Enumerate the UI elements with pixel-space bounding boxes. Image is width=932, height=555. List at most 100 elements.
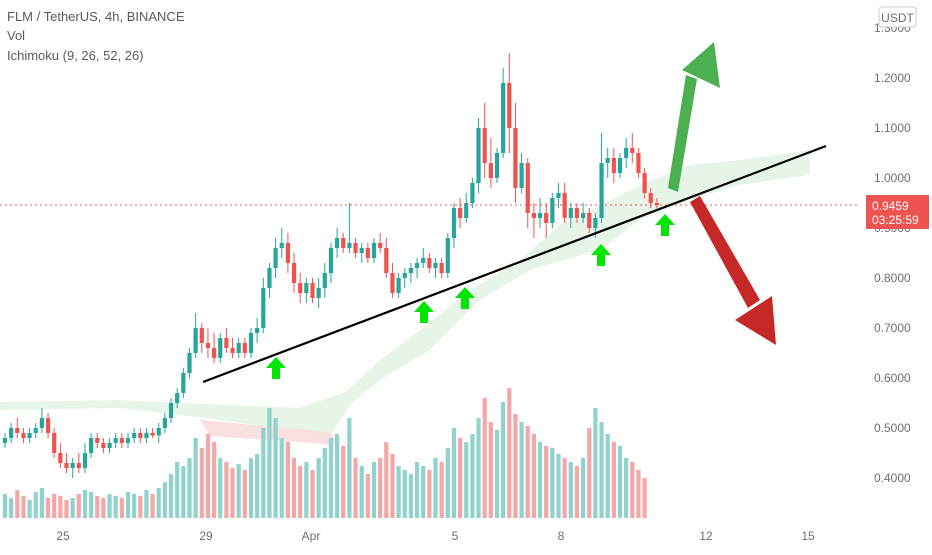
volume-bar	[224, 462, 229, 518]
candle-body	[236, 343, 241, 353]
volume-bar	[187, 458, 192, 518]
volume-bar	[236, 464, 241, 518]
down-arrow-icon[interactable]	[690, 196, 776, 345]
volume-bar	[45, 498, 51, 518]
volume-bar	[144, 490, 149, 518]
candle-body	[611, 158, 616, 173]
candle-body	[605, 158, 610, 163]
candle-body	[525, 163, 530, 213]
volume-bar	[402, 470, 407, 518]
time-tick-label: 12	[699, 529, 713, 543]
candle-body	[396, 278, 401, 293]
price-axis-bg	[860, 0, 932, 523]
volume-bar	[347, 418, 352, 518]
volume-bar	[291, 458, 297, 518]
candle-body	[205, 343, 211, 348]
volume-bar	[193, 438, 198, 518]
volume-bar	[525, 426, 530, 518]
candle-body	[291, 263, 297, 283]
volume-bar	[537, 442, 543, 518]
volume-bar	[341, 446, 346, 518]
support-marker-arrow-icon	[591, 244, 611, 266]
volume-bar	[9, 498, 14, 518]
candle-body	[630, 148, 635, 153]
volume-bar	[562, 458, 567, 518]
candle-body	[335, 238, 340, 248]
time-tick-label: 29	[199, 529, 213, 543]
candle-body	[365, 248, 370, 258]
support-trendline[interactable]	[202, 144, 827, 384]
candle-body	[2, 438, 8, 443]
volume-bar	[156, 488, 161, 518]
candle-body	[445, 238, 450, 273]
candle-body	[593, 218, 598, 228]
volume-bar	[322, 448, 327, 518]
volume-bar	[556, 454, 561, 518]
candle-body	[193, 328, 198, 353]
time-tick-label: 25	[56, 529, 70, 543]
volume-bar	[507, 388, 512, 518]
price-badge-countdown: 03:25:59	[872, 213, 919, 227]
volume-bar	[119, 498, 124, 518]
time-tick-label: Apr	[302, 529, 321, 543]
volume-bar	[199, 448, 204, 518]
currency-badge[interactable]: USDT	[878, 6, 917, 28]
volume-bar	[132, 494, 137, 518]
candle-body	[617, 158, 623, 173]
candle-body	[138, 433, 143, 438]
candle-body	[371, 243, 377, 258]
candle-body	[562, 193, 567, 218]
price-badge-value: 0.9459	[872, 199, 909, 213]
support-marker-arrow-icon	[414, 301, 434, 323]
volume-bar	[636, 470, 641, 518]
price-badge: 0.9459 03:25:59	[866, 195, 929, 229]
volume-bar	[39, 488, 44, 518]
candle-body	[494, 153, 500, 178]
volume-bar	[285, 442, 290, 518]
ichimoku-cloud-band	[0, 150, 810, 436]
down-arrow-shaft	[690, 196, 760, 308]
candle-body	[119, 438, 124, 443]
volume-bar	[414, 462, 420, 518]
candle-body	[310, 283, 315, 298]
price-tick-label: 1.2000	[874, 71, 911, 85]
volume-bar	[378, 458, 383, 518]
candle-body	[242, 343, 247, 353]
candle-body	[433, 263, 438, 268]
candle-body	[261, 288, 266, 328]
candle-body	[537, 213, 543, 218]
candle-body	[476, 128, 481, 183]
volume-bar	[21, 496, 26, 518]
candle-body	[150, 433, 155, 436]
up-arrow-icon[interactable]	[668, 42, 720, 192]
candle-body	[82, 453, 88, 468]
candle-body	[347, 243, 352, 248]
candle-body	[132, 433, 137, 438]
candle-body	[359, 248, 364, 253]
ichimoku-cloud	[0, 150, 810, 446]
candle-body	[390, 273, 395, 293]
candle-body	[212, 348, 217, 358]
volume-bar	[501, 402, 506, 518]
price-tick-label: 1.1000	[874, 121, 911, 135]
candle-body	[285, 243, 290, 263]
candle-body	[21, 433, 26, 438]
price-tick-label: 0.5000	[874, 421, 911, 435]
candle-body	[64, 463, 69, 468]
legend: FLM / TetherUS, 4h, BINANCE Vol Ichimoku…	[7, 9, 185, 63]
price-tick-label: 0.4000	[874, 471, 911, 485]
candle-body	[58, 453, 63, 463]
volume-bars	[2, 388, 647, 518]
volume-bar	[581, 458, 586, 518]
candle-body	[581, 213, 586, 218]
volume-bar	[476, 418, 481, 518]
volume-bar	[482, 398, 487, 518]
volume-bar	[617, 446, 623, 518]
volume-bar	[212, 442, 217, 518]
volume-bar	[605, 434, 610, 518]
candle-body	[89, 438, 94, 453]
volume-bar	[531, 434, 536, 518]
time-axis[interactable]: 25 29 Apr 5 8 12 15	[56, 529, 815, 543]
